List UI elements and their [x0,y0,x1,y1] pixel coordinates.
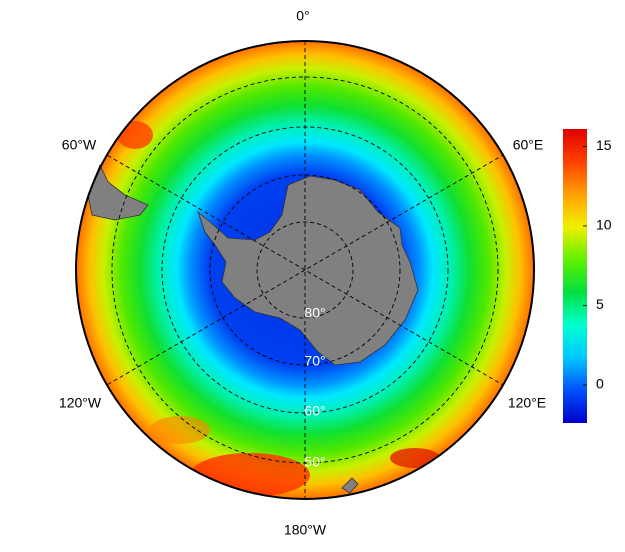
latitude-label: 50° [304,454,325,470]
new-zealand-island [341,477,359,494]
longitude-label: 120°W [59,395,102,411]
latitude-label: 80° [304,305,325,321]
longitude-label: 60°E [513,137,544,153]
antarctica [197,175,419,366]
latitude-label: 60° [304,403,325,419]
colorbar-tick-label: 5 [596,296,604,312]
longitude-label: 60°W [62,137,97,153]
south-america-tip [87,163,149,221]
map-border [75,40,535,500]
longitude-label: 0° [296,8,309,24]
longitude-label: 180°W [284,522,327,538]
graticule [107,41,503,499]
colorbar [563,129,587,423]
colorbar-tick-label: 10 [596,217,612,233]
longitude-label: 120°E [508,395,546,411]
latitude-label: 70° [304,353,325,369]
colorbar-tick-label: 0 [596,376,604,392]
colorbar-tick-label: 15 [596,137,612,153]
